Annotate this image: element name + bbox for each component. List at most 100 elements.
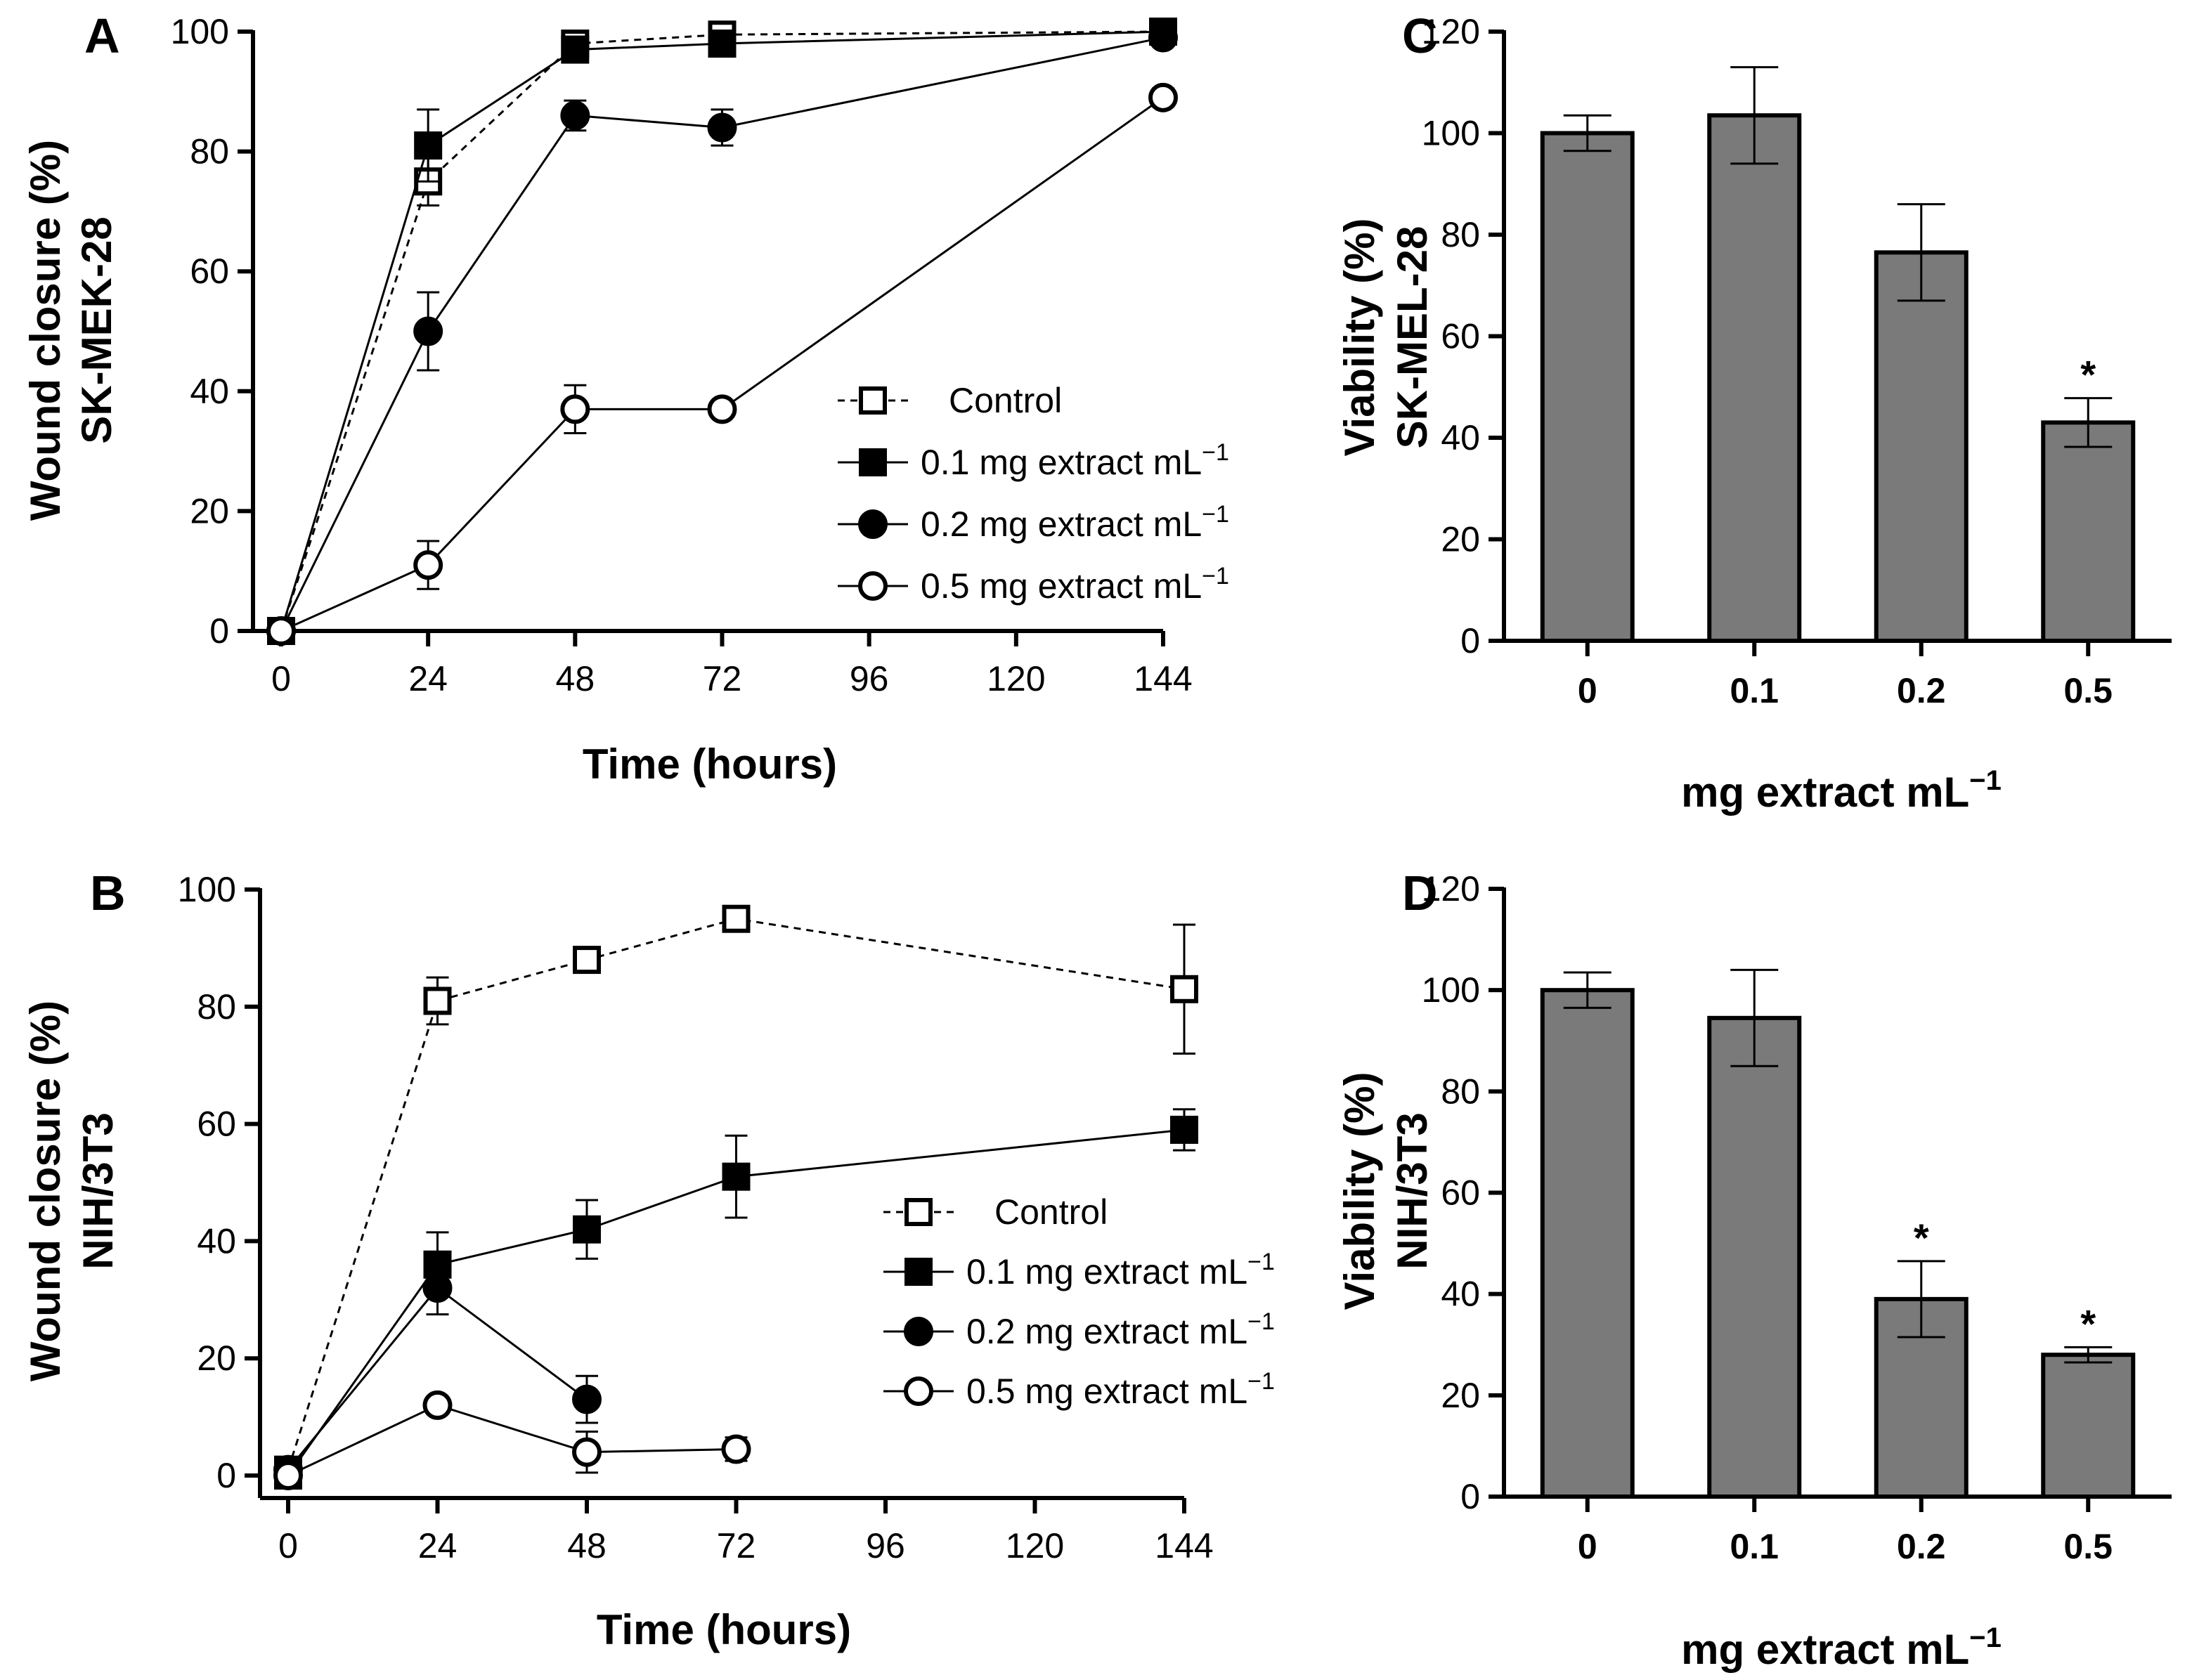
panel-a-y-tick-label: 80 bbox=[190, 132, 229, 171]
panel-c-bar bbox=[1874, 250, 1969, 644]
panel-c-x-axis-title: mg extract mL−1 bbox=[1681, 765, 2002, 816]
panel-c-bar bbox=[1707, 113, 1802, 643]
panel-b-legend-label-text: Control bbox=[994, 1192, 1108, 1232]
panel-a-data-point bbox=[708, 30, 737, 58]
panel-d-y-axis-subtitle: NIH/3T3 bbox=[1389, 1112, 1436, 1269]
panel-b-legend-entry: 0.2 mg extract mL−1 bbox=[883, 1308, 1275, 1351]
panel-c-x-ticks: 0 0.1 0.2 0.5 bbox=[1578, 641, 2113, 710]
panel-a-series-3 bbox=[266, 82, 1178, 646]
panel-b-data-point bbox=[573, 946, 601, 975]
panel-b-legend-label-text: 0.2 mg extract mL bbox=[966, 1312, 1247, 1351]
panel-c-y-tick-label: 60 bbox=[1441, 317, 1480, 356]
panel-a-y-axis-subtitle: SK-MEK-28 bbox=[73, 216, 120, 443]
panel-b-legend-label-unit: −1 bbox=[1247, 1308, 1275, 1335]
panel-d-x-tick-label: 0 bbox=[1578, 1527, 1597, 1566]
panel-d-x-tick-label: 0.5 bbox=[2063, 1527, 2113, 1566]
panel-c-y-tick-label: 40 bbox=[1441, 418, 1480, 457]
panel-b-legend-marker bbox=[904, 1317, 933, 1346]
panel-d-x-axis-title-unit: −1 bbox=[1969, 1622, 2002, 1653]
panel-b-legend-entry: Control bbox=[883, 1192, 1108, 1232]
panel-a-legend-label: 0.5 mg extract mL−1 bbox=[921, 563, 1229, 606]
panel-a-y-axis-title: Wound closure (%) bbox=[22, 140, 69, 521]
panel-b-x-tick-label: 72 bbox=[717, 1526, 756, 1565]
panel-d-bar-chart: D 0 0.1 0.2 0.5 0 20 40 60 80 100 120 mg extract … bbox=[1336, 866, 2172, 1673]
panel-b-x-tick-label: 0 bbox=[278, 1526, 298, 1565]
panel-c-label: C bbox=[1402, 8, 1438, 63]
panel-a-legend-label: Control bbox=[949, 381, 1062, 420]
panel-b-data-point bbox=[423, 986, 452, 1015]
panel-a-legend-label-text: 0.1 mg extract mL bbox=[921, 443, 1202, 482]
panel-a-data-point bbox=[413, 550, 443, 580]
panel-b-legend-label: 0.5 mg extract mL−1 bbox=[966, 1368, 1275, 1411]
panel-d-x-tick-label: 0.1 bbox=[1730, 1527, 1779, 1566]
panel-a-legend-label: 0.2 mg extract mL−1 bbox=[921, 501, 1229, 544]
panel-a-y-tick-label: 100 bbox=[171, 12, 229, 51]
panel-a-series bbox=[266, 18, 1178, 646]
panel-a-x-tick-label: 72 bbox=[703, 659, 742, 698]
panel-b-data-point bbox=[722, 1162, 751, 1191]
panel-a-x-tick-label: 120 bbox=[987, 659, 1045, 698]
panel-a-legend-label-text: Control bbox=[949, 381, 1062, 420]
panel-d-y-tick-label: 80 bbox=[1441, 1072, 1480, 1111]
panel-b-x-tick-label: 96 bbox=[866, 1526, 905, 1565]
panel-b-x-tick-label: 48 bbox=[567, 1526, 607, 1565]
panel-a-x-axis-title: Time (hours) bbox=[583, 741, 837, 788]
panel-a-data-point bbox=[1148, 22, 1178, 53]
panel-d-y-tick-label: 120 bbox=[1422, 869, 1480, 909]
panel-a-legend-label-text: 0.2 mg extract mL bbox=[921, 504, 1202, 544]
panel-d-significance-marker: * bbox=[1914, 1216, 1929, 1260]
panel-a-legend-entry: 0.1 mg extract mL−1 bbox=[838, 439, 1229, 482]
panel-b-data-point bbox=[422, 1273, 453, 1303]
panel-d-x-ticks: 0 0.1 0.2 0.5 bbox=[1578, 1497, 2113, 1566]
panel-b-data-point bbox=[1170, 975, 1198, 1003]
panel-c-x-axis-title-unit: −1 bbox=[1969, 765, 2002, 796]
panel-a-data-point bbox=[413, 316, 443, 346]
panel-a-y-tick-label: 0 bbox=[209, 611, 229, 651]
panel-c-y-tick-label: 0 bbox=[1460, 621, 1480, 660]
panel-b-y-tick-label: 60 bbox=[197, 1105, 236, 1144]
panel-b-data-point bbox=[572, 1437, 602, 1467]
panel-b-data-point bbox=[273, 1461, 303, 1490]
panel-b-legend-marker bbox=[904, 1258, 933, 1286]
panel-a-legend-entry: 0.2 mg extract mL−1 bbox=[838, 501, 1229, 544]
panel-c-y-tick-label: 20 bbox=[1441, 520, 1480, 559]
panel-c-x-axis-title-text: mg extract mL bbox=[1681, 769, 1969, 816]
panel-a-legend-marker bbox=[859, 386, 887, 415]
panel-a-y-ticks: 0 20 40 60 80 100 bbox=[171, 12, 253, 651]
panel-d-y-tick-label: 60 bbox=[1441, 1173, 1480, 1213]
panel-b-series-2 bbox=[273, 1261, 602, 1485]
panel-b-data-point bbox=[422, 1390, 453, 1420]
panel-a-legend-label: 0.1 mg extract mL−1 bbox=[921, 439, 1229, 482]
panel-b-legend-marker bbox=[904, 1198, 933, 1226]
panel-d-bar bbox=[1707, 1015, 1802, 1499]
panel-a-legend-marker bbox=[859, 448, 887, 476]
panel-a-legend-label-unit: −1 bbox=[1202, 439, 1229, 466]
panel-a-x-tick-label: 96 bbox=[850, 659, 889, 698]
panel-b-y-ticks: 0 20 40 60 80 100 bbox=[178, 870, 260, 1495]
panel-b-legend-label: 0.1 mg extract mL−1 bbox=[966, 1249, 1275, 1291]
panel-c-bar-chart: C 0 0.1 0.2 0.5 0 20 40 60 80 100 120 mg extract … bbox=[1336, 8, 2172, 816]
panel-c-x-tick-label: 0.1 bbox=[1730, 671, 1779, 710]
panel-d-label: D bbox=[1402, 866, 1438, 920]
panel-a-legend-marker bbox=[858, 509, 888, 539]
panel-b-data-point bbox=[1170, 1115, 1198, 1144]
panel-a-x-tick-label: 48 bbox=[556, 659, 595, 698]
panel-d-y-tick-label: 100 bbox=[1422, 970, 1480, 1010]
panel-a-data-point bbox=[414, 131, 443, 160]
panel-a-data-point bbox=[560, 394, 590, 424]
panel-d-y-tick-label: 20 bbox=[1441, 1376, 1480, 1415]
panel-d-x-tick-label: 0.2 bbox=[1897, 1527, 1946, 1566]
panel-b-y-tick-label: 80 bbox=[197, 987, 236, 1027]
panel-b-series-line bbox=[287, 1404, 737, 1477]
panel-a-label: A bbox=[84, 8, 120, 63]
panel-b-y-tick-label: 100 bbox=[178, 870, 236, 909]
panel-b-label: B bbox=[90, 866, 126, 920]
panel-a-legend-label-text: 0.5 mg extract mL bbox=[921, 566, 1202, 606]
panel-b-series-1 bbox=[274, 1108, 1198, 1490]
panel-a-legend-label-unit: −1 bbox=[1202, 563, 1229, 590]
panel-b-axes bbox=[258, 888, 1184, 1500]
panel-d-bar bbox=[1540, 988, 1635, 1499]
panel-b-y-tick-label: 20 bbox=[197, 1339, 236, 1378]
panel-a-line-chart: A 0 24 48 72 96 120 144 0 20 40 60 80 100 Time (hou… bbox=[22, 8, 1229, 788]
